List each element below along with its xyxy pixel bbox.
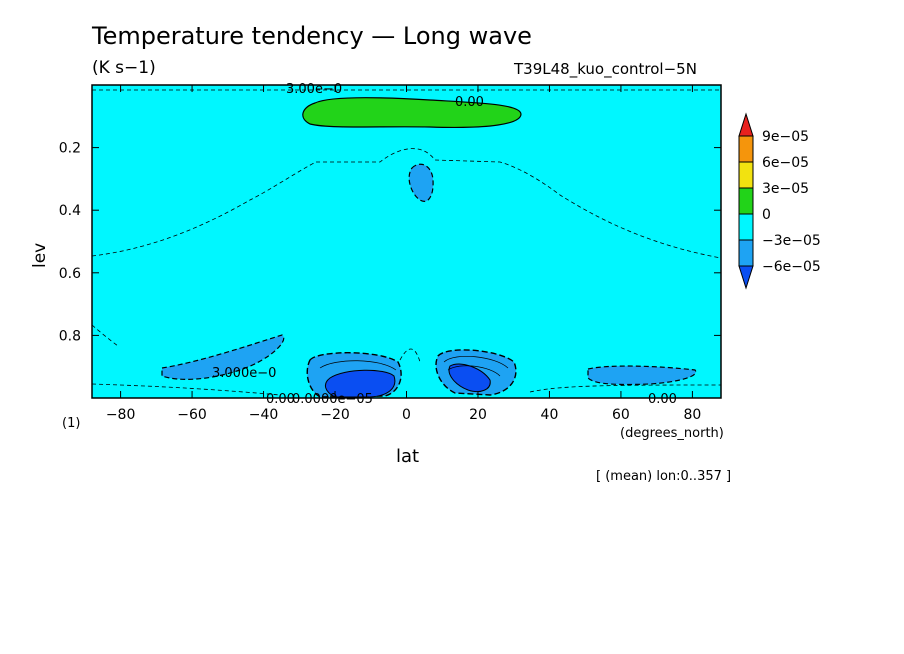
x-tick-label: 0 (402, 407, 411, 423)
units-label: (K s−1) (92, 58, 156, 78)
colorbar-segment (738, 187, 754, 215)
y-axis-units: (1) (62, 416, 81, 431)
plot-background (92, 85, 721, 398)
colorbar-label: −3e−05 (762, 233, 821, 249)
colorbar-label: 3e−05 (762, 181, 809, 197)
colorbar-top-arrow (738, 112, 754, 137)
colorbar-segment (738, 239, 754, 267)
colorbar-label: −6e−05 (762, 259, 821, 275)
x-tick-label: 80 (683, 407, 701, 423)
x-tick-label: 60 (612, 407, 630, 423)
colorbar-label: 6e−05 (762, 155, 809, 171)
contour-label-positive: 0.00 (455, 95, 484, 110)
core-region-south (324, 369, 396, 398)
x-tick-label: −80 (106, 407, 136, 423)
negative-region-southern-midlat (161, 334, 285, 380)
contour-label-southern-surface: 0.00 (266, 392, 295, 407)
x-tick-label: −40 (249, 407, 279, 423)
contour-label-southern-core: 0.0000e−05 (292, 392, 373, 407)
contour-label-northern-surface: 0.00 (648, 392, 677, 407)
core-region-north (448, 363, 491, 393)
inner-contours (319, 356, 509, 377)
colorbar-segment (738, 213, 754, 241)
colorbar-segment (738, 161, 754, 189)
x-tick-label: 20 (469, 407, 487, 423)
x-tick-label: −60 (177, 407, 207, 423)
y-tick-label: 0.2 (59, 141, 81, 157)
footer-note: [ (mean) lon:0..357 ] (596, 469, 732, 484)
colorbar-bottom-arrow (738, 265, 754, 290)
run-label: T39L48_kuo_control−5N (514, 60, 697, 78)
x-axis-label: lat (396, 446, 420, 467)
x-tick-label: 40 (541, 407, 559, 423)
thin-contours (91, 89, 722, 396)
colorbar: 9e−05 6e−05 3e−05 0 −3e−05 −6e−05 (738, 112, 821, 290)
colorbar-label: 0 (762, 207, 771, 223)
y-tick-label: 0.6 (59, 266, 81, 282)
x-tick-label: −20 (320, 407, 350, 423)
chart-title: Temperature tendency — Long wave (92, 22, 532, 50)
negative-region-upper (408, 163, 434, 202)
y-tick-label: 0.8 (59, 328, 81, 344)
colorbar-label: 9e−05 (762, 129, 809, 145)
colorbar-segment (738, 135, 754, 163)
y-tick-label: 0.4 (59, 203, 81, 219)
x-axis-units: (degrees_north) (620, 426, 724, 441)
negative-region-northern-midlat (587, 365, 697, 386)
axes: −80 −60 −40 −20 0 20 40 60 80 0.2 0.4 0.6 0.8 (59, 85, 721, 423)
contour-label-southern-midlat: 3.000e−0 (212, 366, 276, 381)
positive-region-upper (302, 97, 522, 129)
